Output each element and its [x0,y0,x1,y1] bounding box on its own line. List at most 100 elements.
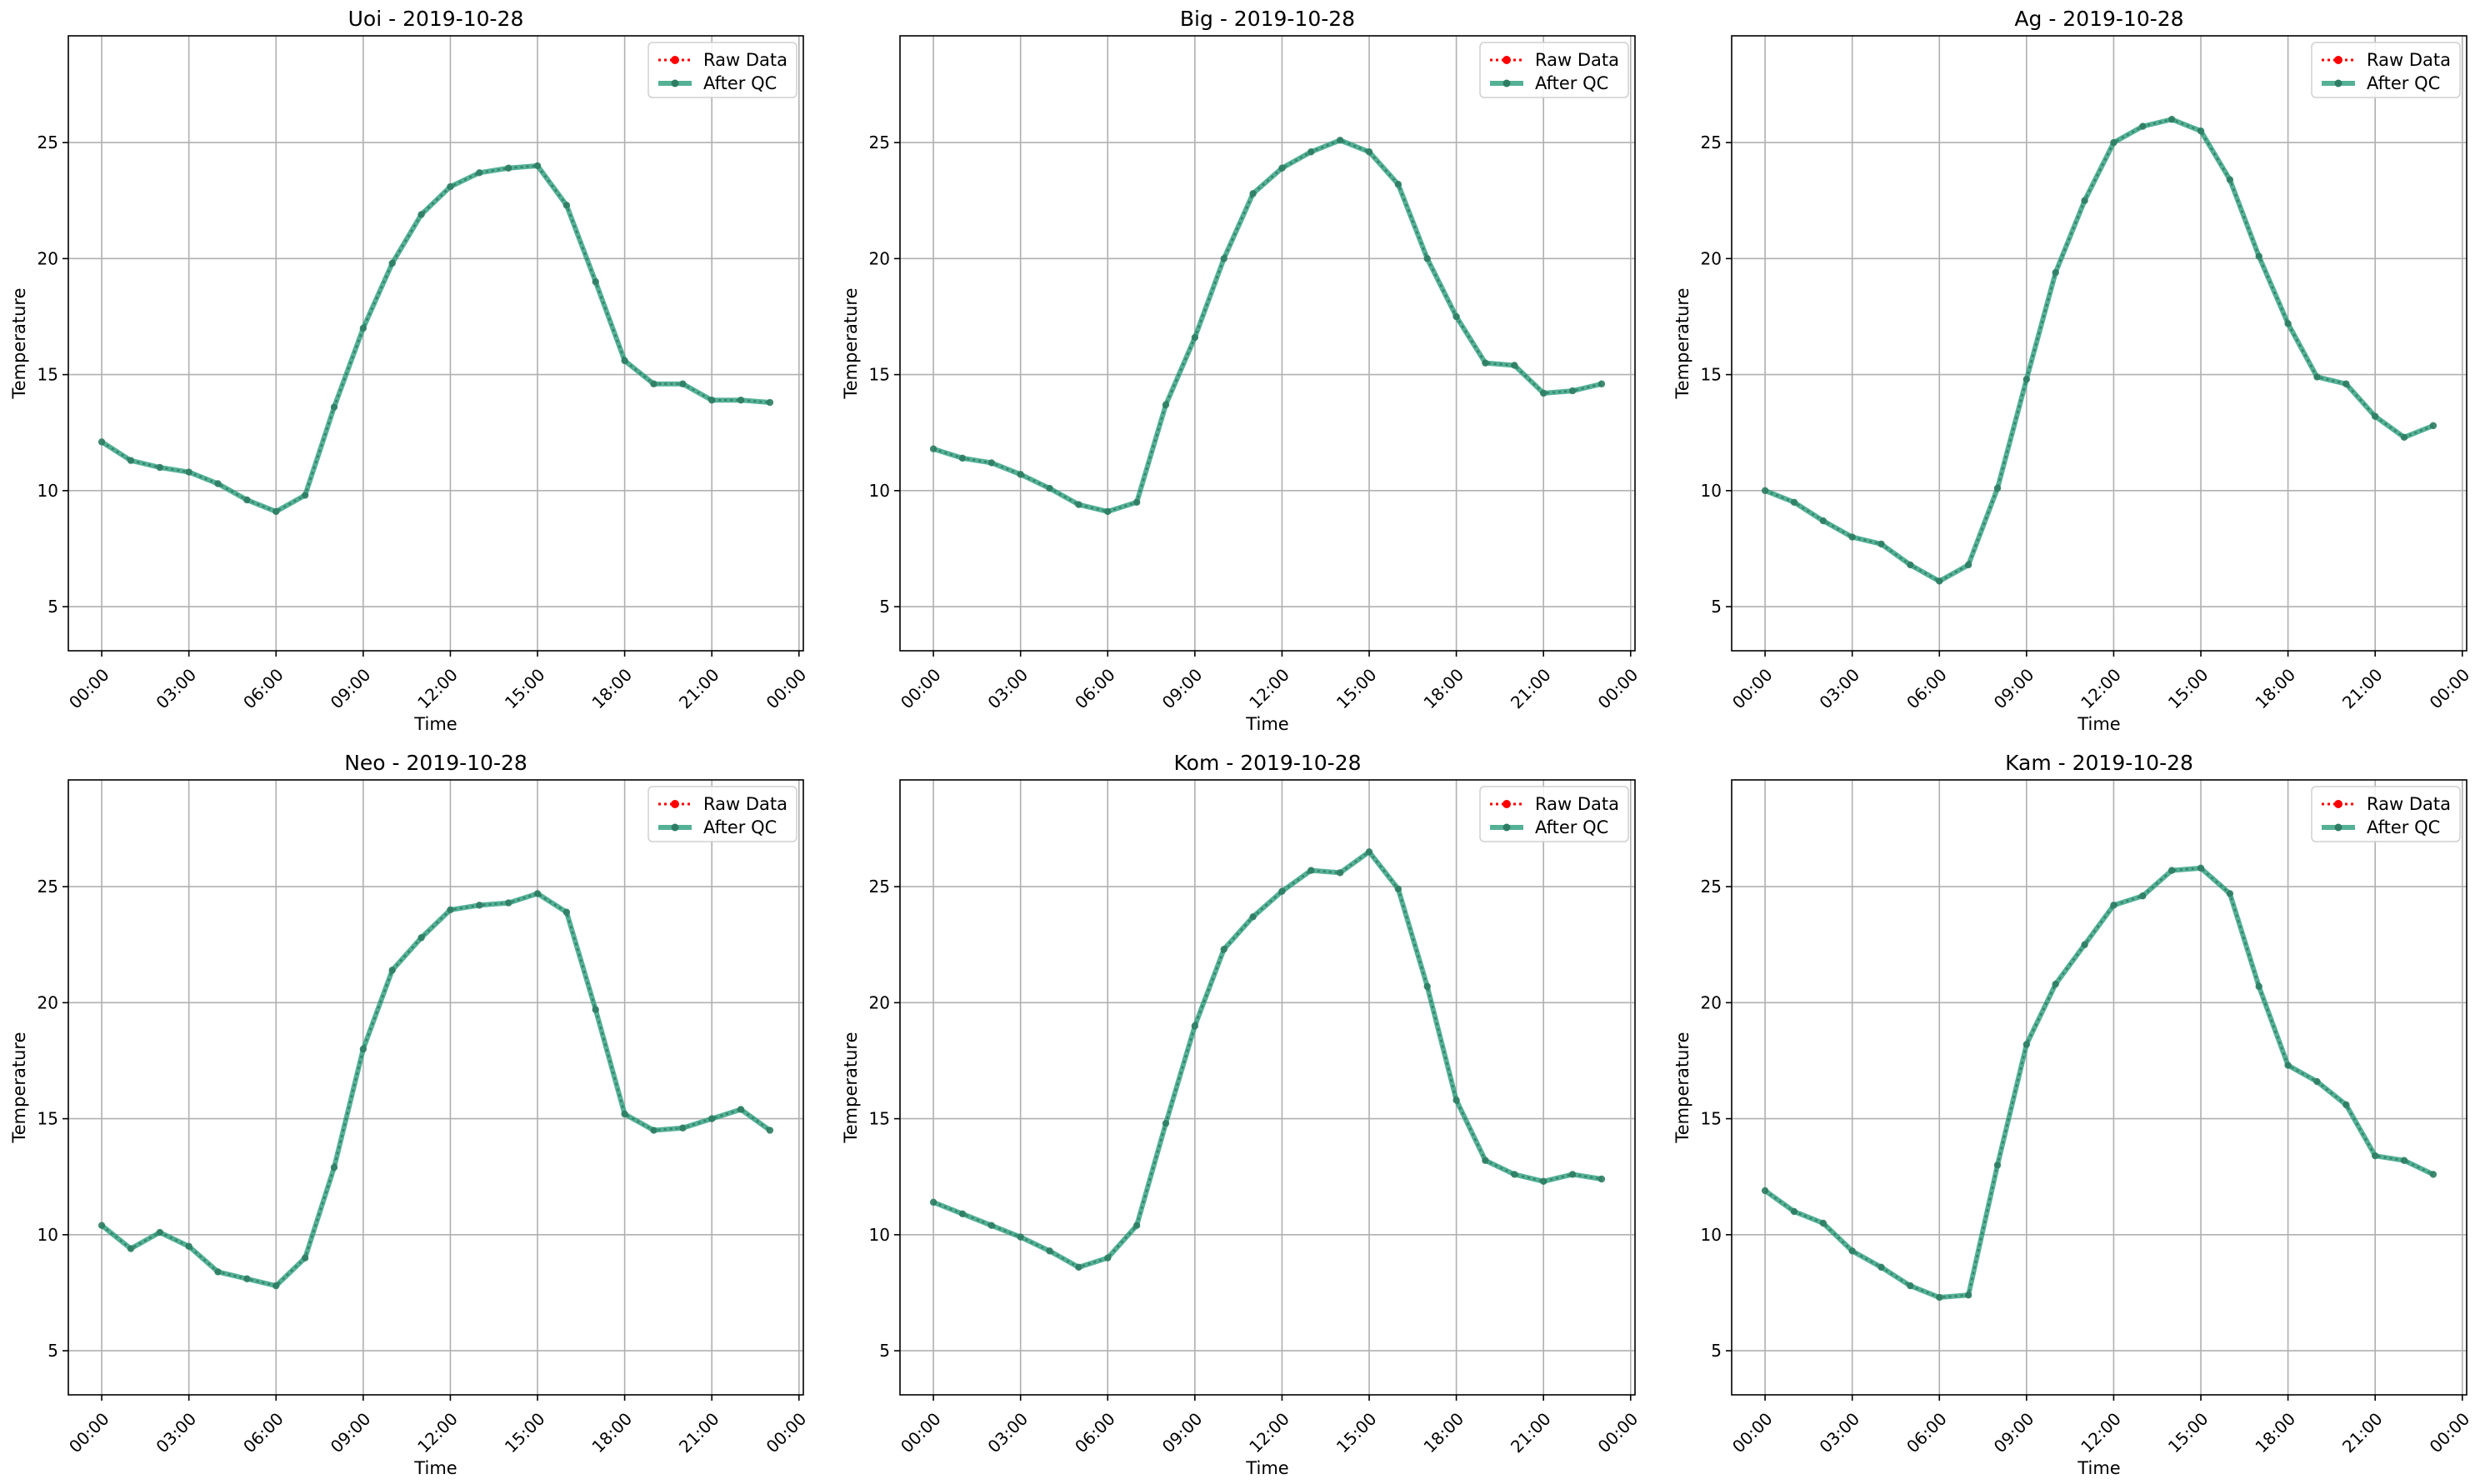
data-point-after-qc [2168,116,2176,123]
legend-marker-raw-data [1502,800,1511,808]
y-tick-label: 25 [38,877,58,897]
y-tick-label: 25 [1701,877,1722,897]
data-point-after-qc [1482,1157,1489,1164]
data-point-after-qc [679,1124,687,1132]
data-point-after-qc [1104,507,1112,516]
legend-label-after-qc: After QC [1535,73,1608,93]
data-point-after-qc [301,1254,309,1262]
x-tick-label: 00:00 [1728,1409,1777,1457]
data-point-after-qc [272,507,280,516]
data-point-after-qc [2052,980,2059,988]
y-tick-label: 25 [38,132,58,152]
data-point-after-qc [533,162,542,170]
data-point-after-qc [1539,1177,1548,1185]
data-point-after-qc [127,1245,135,1252]
data-point-after-qc [650,380,658,387]
data-point-after-qc [1848,533,1856,541]
data-point-after-qc [185,1242,192,1250]
legend-label-raw-data: Raw Data [703,794,788,814]
data-point-after-qc [2022,375,2031,383]
data-point-after-qc [650,1127,658,1134]
legend-label-raw-data: Raw Data [2367,50,2451,70]
x-tick-label: 21:00 [1507,1409,1555,1457]
y-tick-label: 25 [869,132,890,152]
data-point-after-qc [592,1006,599,1013]
data-point-after-qc [2313,373,2321,381]
data-point-after-qc [1365,148,1373,156]
data-point-after-qc [2110,138,2118,147]
data-point-after-qc [2400,1157,2408,1164]
data-point-after-qc [272,1282,280,1290]
data-point-after-qc [2197,127,2205,135]
series-line-raw-data [932,850,1602,1269]
data-point-after-qc [301,492,309,499]
legend-label-after-qc: After QC [2367,817,2440,837]
data-point-after-qc [1819,1219,1828,1227]
panel-title: Kam - 2019-10-28 [2005,751,2193,775]
legend-label-raw-data: Raw Data [703,50,788,70]
data-point-after-qc [2400,433,2408,441]
data-point-after-qc [1598,1175,1606,1183]
x-tick-label: 12:00 [413,1409,462,1457]
y-tick-label: 5 [1711,1341,1722,1361]
y-tick-label: 10 [1701,481,1722,501]
data-point-after-qc [359,1045,368,1053]
data-point-after-qc [476,902,483,909]
data-point-after-qc [1993,1162,2002,1169]
chart-panel-4: 00:00 03:00 06:00 09:00 12:00 15:00 18:00 21:00… [841,751,1642,1478]
x-tick-label: 09:00 [327,665,375,713]
data-point-after-qc [388,259,396,267]
legend-marker-raw-data [2334,56,2342,64]
data-point-after-qc [1162,1119,1170,1127]
series-line-after-qc [932,137,1602,514]
data-point-after-qc [1452,1097,1460,1104]
x-tick-label: 15:00 [1332,1409,1381,1457]
data-point-after-qc [1191,1022,1199,1030]
series-line-after-qc [100,891,772,1289]
data-point-after-qc [1249,190,1257,197]
y-tick-label: 5 [48,1341,58,1361]
data-point-after-qc [243,1275,251,1282]
data-point-after-qc [1046,484,1053,492]
data-point-after-qc [1075,501,1082,508]
plot-frame [1731,779,2468,1396]
y-axis-label: Temperature [1672,1032,1692,1143]
data-point-after-qc [766,1127,774,1134]
data-point-after-qc [1878,540,1885,548]
data-point-after-qc [1365,848,1373,856]
y-tick-label: 25 [1701,132,1722,152]
x-tick-label: 18:00 [2251,1409,2299,1457]
data-point-after-qc [2342,1101,2350,1109]
x-tick-label: 03:00 [152,1409,200,1457]
data-point-after-qc [2429,1171,2438,1178]
panel-title: Neo - 2019-10-28 [344,751,528,775]
y-tick-label: 20 [1701,992,1722,1012]
legend-marker-raw-data [671,56,679,64]
y-tick-label: 10 [869,1225,890,1245]
data-point-after-qc [1132,498,1141,506]
x-tick-label: 12:00 [2077,1409,2125,1457]
x-tick-label: 09:00 [327,1409,375,1457]
x-tick-label: 18:00 [2251,665,2299,713]
plot-frame [899,35,1636,652]
data-point-after-qc [156,1228,164,1237]
x-tick-label: 00:00 [2426,1409,2474,1457]
data-point-after-qc [2429,422,2438,430]
data-point-after-qc [621,357,628,365]
legend: Raw Data After QC [2311,786,2461,842]
y-tick-label: 5 [48,597,58,617]
legend-marker-after-qc [671,79,679,87]
y-tick-label: 15 [38,1109,58,1129]
legend: Raw Data After QC [2311,42,2461,98]
series-line-after-qc [1763,117,2435,584]
data-point-after-qc [1964,1292,1972,1299]
x-tick-label: 21:00 [2338,665,2387,713]
data-point-after-qc [2052,268,2059,277]
legend-marker-after-qc [1502,823,1511,832]
data-point-after-qc [1017,471,1024,478]
chart-panel-5: 00:00 03:00 06:00 09:00 12:00 15:00 18:00 21:00… [1672,751,2473,1478]
x-tick-label: 12:00 [1245,1409,1293,1457]
data-point-after-qc [1104,1254,1112,1262]
data-point-after-qc [185,468,192,476]
